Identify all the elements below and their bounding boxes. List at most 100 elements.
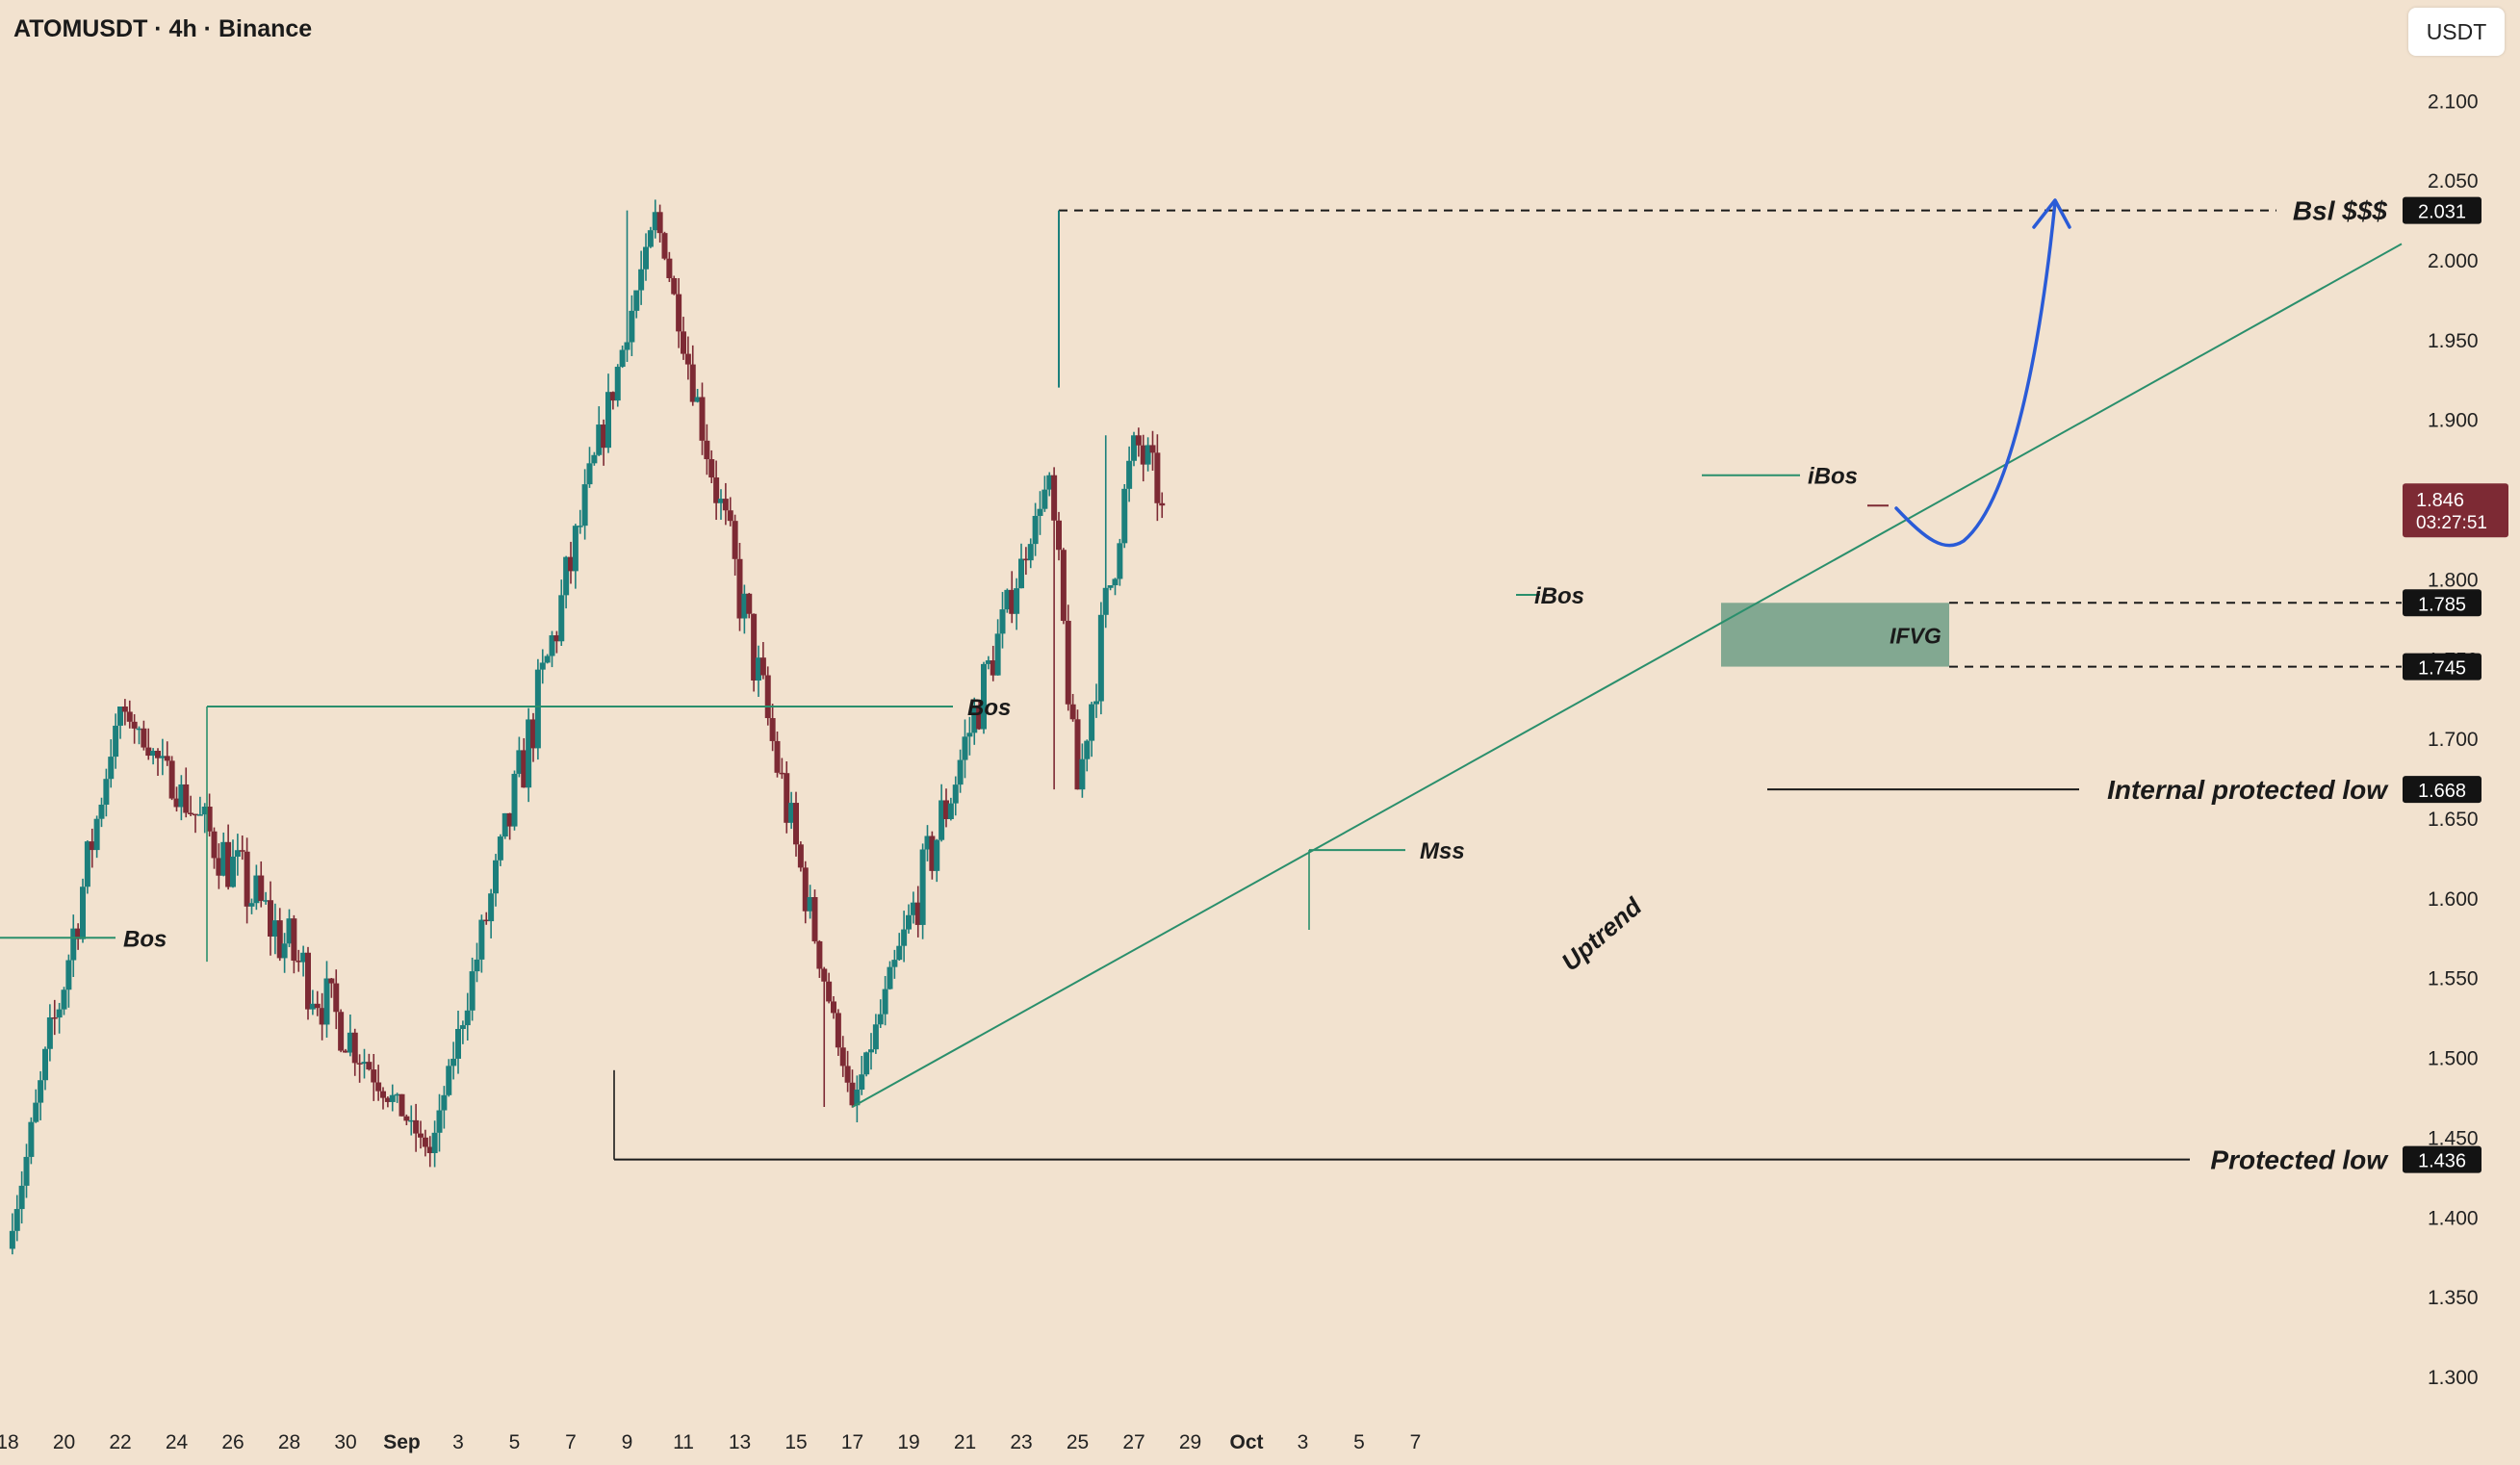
- currency-button[interactable]: USDT: [2408, 8, 2505, 56]
- x-tick-label: 7: [565, 1431, 577, 1453]
- candle-body: [652, 212, 658, 231]
- candle-body: [568, 556, 574, 572]
- x-tick-label: 18: [0, 1431, 19, 1453]
- candle-body: [1014, 588, 1020, 614]
- candle-body: [173, 798, 180, 808]
- current-price-label: 1.846: [2416, 490, 2464, 511]
- candle-body: [1149, 445, 1156, 453]
- ibos-label-1: iBos: [1534, 583, 1584, 609]
- candle-body: [816, 940, 823, 969]
- candle-body: [784, 773, 790, 823]
- candle-body: [863, 1052, 870, 1075]
- candle-body: [263, 900, 270, 902]
- candle-body: [924, 835, 931, 850]
- candle-body: [296, 961, 302, 963]
- x-tick-label: 29: [1179, 1431, 1201, 1453]
- candle-body: [328, 978, 335, 984]
- price-tag: [2403, 653, 2481, 681]
- candle-body: [319, 1008, 325, 1025]
- x-tick-label: 24: [166, 1431, 189, 1453]
- candle-body: [831, 1001, 836, 1014]
- candle-body: [1102, 587, 1109, 615]
- candle-body: [216, 858, 222, 876]
- candle-body: [225, 841, 232, 887]
- candle-body: [309, 1003, 316, 1010]
- candle-body: [46, 1016, 53, 1049]
- candle-body: [70, 928, 77, 961]
- candle-body: [1037, 508, 1043, 516]
- y-tick-label: 1.550: [2428, 968, 2479, 990]
- candle-body: [718, 499, 724, 503]
- candle-body: [268, 900, 273, 937]
- candle-body: [291, 918, 297, 962]
- candle-body: [530, 719, 536, 749]
- candle-body: [347, 1032, 353, 1053]
- candle-body: [577, 526, 583, 527]
- candle-body: [113, 725, 119, 758]
- candle-body: [126, 711, 133, 722]
- candle-body: [1135, 435, 1142, 446]
- candle-body: [756, 657, 761, 681]
- candle-body: [131, 721, 138, 729]
- candle-body: [305, 952, 311, 1010]
- y-tick-label: 2.000: [2428, 250, 2479, 272]
- candle-body: [193, 813, 198, 816]
- candle-body: [934, 839, 940, 871]
- candle-body: [929, 835, 936, 871]
- candle-body: [751, 613, 758, 681]
- candle-body: [684, 353, 691, 365]
- candle-body: [788, 803, 795, 823]
- y-tick-label: 1.450: [2428, 1127, 2479, 1149]
- candle-body: [868, 1049, 874, 1053]
- projection-path: [1894, 200, 2057, 548]
- x-tick-label: 30: [334, 1431, 356, 1453]
- candle-body: [746, 593, 753, 614]
- candle-body: [93, 818, 100, 851]
- candle-body: [1069, 704, 1076, 720]
- candle-body: [281, 943, 288, 959]
- candle-body: [708, 459, 715, 478]
- candle-body: [38, 1080, 44, 1103]
- mss-label: Mss: [1420, 838, 1465, 864]
- x-tick-label: Sep: [383, 1431, 421, 1453]
- candle-body: [422, 1137, 428, 1147]
- candle-body: [1084, 740, 1091, 759]
- candle-body: [1154, 452, 1161, 503]
- candle-body: [84, 841, 90, 887]
- protected-low-label: Protected low: [2210, 1145, 2389, 1175]
- x-tick-label: 20: [53, 1431, 75, 1453]
- candle-body: [338, 1012, 345, 1051]
- candle-body: [488, 893, 495, 922]
- candle-body: [549, 635, 555, 656]
- internal-protected-low-label: Internal protected low: [2107, 775, 2389, 805]
- candle-body: [797, 844, 804, 868]
- candle-body: [727, 510, 733, 522]
- bsl-label: Bsl $$$: [2293, 196, 2387, 226]
- candle-body: [103, 779, 110, 805]
- candle-body: [901, 929, 908, 946]
- candle-body: [441, 1094, 448, 1111]
- candle-body: [1126, 460, 1133, 489]
- candle-body: [1060, 550, 1067, 621]
- candle-body: [1131, 435, 1137, 461]
- candle-body: [572, 526, 579, 572]
- candle-body: [681, 331, 686, 354]
- candle-body: [1018, 558, 1024, 589]
- candle-body: [952, 784, 959, 804]
- candle-body: [1121, 488, 1128, 544]
- y-tick-label: 1.950: [2428, 330, 2479, 352]
- candle-body: [1074, 719, 1081, 790]
- price-tag: [2403, 776, 2481, 804]
- candle-body: [164, 756, 170, 761]
- candle-body: [919, 849, 926, 925]
- candle-body: [779, 772, 785, 775]
- candle-body: [638, 269, 645, 291]
- candle-body: [741, 593, 748, 619]
- y-tick-label: 1.400: [2428, 1207, 2479, 1229]
- candle-body: [286, 918, 293, 944]
- candle-body: [736, 558, 743, 619]
- candle-body: [61, 990, 67, 1010]
- candle-body: [1140, 445, 1146, 465]
